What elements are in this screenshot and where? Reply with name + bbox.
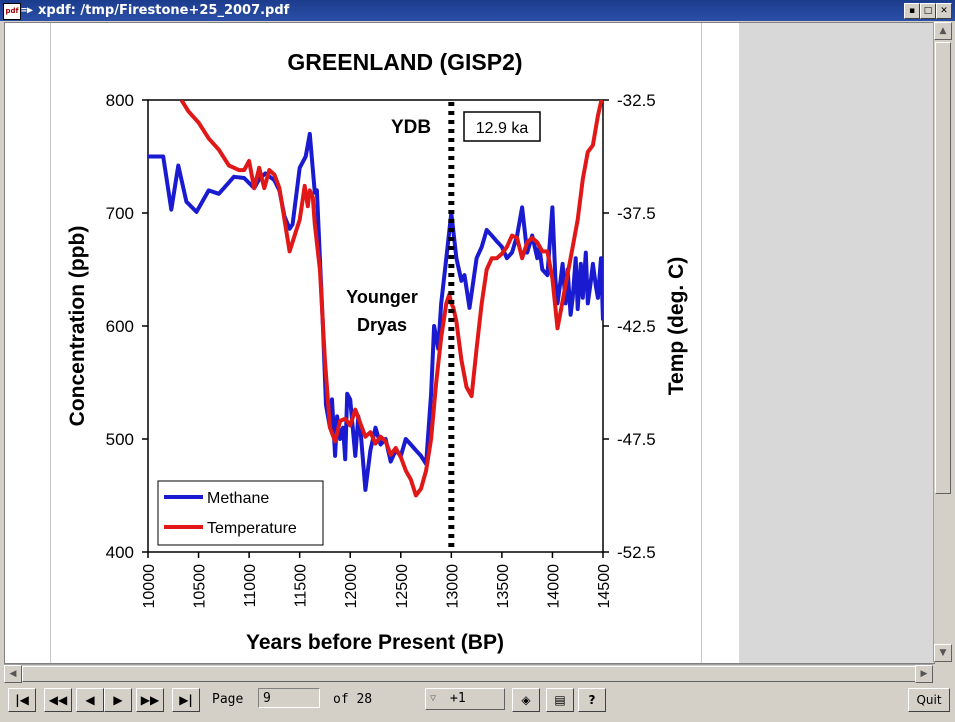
y-tick-label: 700	[106, 204, 134, 223]
page-number-input[interactable]: 9	[258, 688, 320, 708]
y2-tick-label: -37.5	[617, 204, 656, 223]
x-tick-label: 12000	[343, 564, 360, 609]
pdf-page: GREENLAND (GISP2) YDB 12.9 ka Younger Dr…	[50, 23, 702, 663]
younger-dryas-label-1: Younger	[346, 287, 418, 307]
scroll-up-icon[interactable]: ▲	[934, 22, 952, 40]
y-axis-label: Concentration (ppb)	[66, 226, 89, 427]
horizontal-scrollbar[interactable]: ◀ ▶	[4, 664, 933, 683]
y-tick-label: 500	[106, 430, 134, 449]
plot-frame	[147, 99, 604, 553]
y2-tick-label: -47.5	[617, 430, 656, 449]
page-margin-area	[739, 23, 934, 663]
y-tick-label: 600	[106, 317, 134, 336]
legend-box	[157, 480, 324, 546]
last-page-icon[interactable]: ▶|	[172, 688, 200, 712]
y2-axis-label: Temp (deg. C)	[665, 257, 688, 395]
x-tick-label: 13500	[495, 564, 512, 609]
zoom-select[interactable]: ▽ +1	[425, 688, 505, 710]
age-label: 12.9 ka	[476, 120, 529, 137]
document-view[interactable]: GREENLAND (GISP2) YDB 12.9 ka Younger Dr…	[4, 22, 935, 664]
zoom-dropdown-icon[interactable]: ▽	[430, 693, 437, 704]
y-tick-label: 800	[106, 91, 134, 110]
vertical-scrollbar[interactable]: ▲ ▼	[933, 22, 952, 662]
chart-title: GREENLAND (GISP2)	[287, 49, 522, 75]
toolbar: |◀ ◀◀ ◀ ▶ ▶▶ ▶| Page 9 of 28 ▽ +1 ◈ ▤ ? …	[0, 684, 955, 722]
first-page-icon[interactable]: |◀	[8, 688, 36, 712]
forward-5-icon[interactable]: ▶▶	[136, 688, 164, 712]
zoom-value: +1	[450, 691, 466, 706]
back-5-icon[interactable]: ◀◀	[44, 688, 72, 712]
next-page-icon[interactable]: ▶	[104, 688, 132, 712]
x-axis-label: Years before Present (BP)	[246, 631, 504, 654]
page-count-label: of 28	[333, 692, 373, 707]
younger-dryas-label-2: Dryas	[357, 315, 407, 335]
legend-label-methane: Methane	[207, 490, 269, 507]
app-icon[interactable]: pdf	[3, 3, 21, 20]
close-icon[interactable]: ✕	[936, 3, 952, 19]
y2-tick-label: -42.5	[617, 317, 656, 336]
about-icon[interactable]: ?	[578, 688, 606, 712]
quit-button[interactable]: Quit	[908, 688, 950, 712]
ydb-label: YDB	[391, 117, 431, 138]
x-tick-label: 13000	[444, 564, 461, 609]
x-tick-label: 14500	[596, 564, 613, 609]
window-title: xpdf: /tmp/Firestone+25_2007.pdf	[38, 3, 290, 18]
x-tick-label: 10500	[192, 564, 209, 609]
y2-tick-label: -32.5	[617, 91, 656, 110]
series-line-methane	[148, 131, 603, 492]
title-bar[interactable]: pdf =▶ xpdf: /tmp/Firestone+25_2007.pdf …	[0, 0, 955, 21]
x-tick-label: 11500	[293, 564, 310, 607]
find-icon[interactable]: ◈	[512, 688, 540, 712]
legend: Methane Temperature	[157, 480, 324, 546]
age-box	[463, 111, 541, 142]
series-line-temperature	[179, 100, 603, 498]
x-tick-label: 12500	[394, 564, 411, 609]
minimize-icon[interactable]: ▪	[904, 3, 920, 19]
scroll-down-icon[interactable]: ▼	[934, 644, 952, 662]
legend-label-temperature: Temperature	[207, 520, 297, 537]
scroll-left-icon[interactable]: ◀	[4, 665, 22, 683]
prev-page-icon[interactable]: ◀	[76, 688, 104, 712]
greenland-chart: GREENLAND (GISP2) YDB 12.9 ka Younger Dr…	[66, 49, 688, 654]
y-tick-label: 400	[106, 543, 134, 562]
y2-tick-label: -52.5	[617, 543, 656, 562]
x-tick-label: 11000	[242, 564, 259, 607]
x-tick-label: 10000	[141, 564, 158, 609]
x-tick-label: 14000	[545, 564, 562, 609]
maximize-icon[interactable]: □	[920, 3, 936, 19]
vertical-scroll-thumb[interactable]	[935, 42, 951, 494]
horizontal-scroll-thumb[interactable]	[22, 666, 917, 682]
window-menu-icon[interactable]: =▶	[21, 5, 34, 16]
print-icon[interactable]: ▤	[546, 688, 574, 712]
page-label: Page	[212, 692, 244, 707]
scroll-right-icon[interactable]: ▶	[915, 665, 933, 683]
